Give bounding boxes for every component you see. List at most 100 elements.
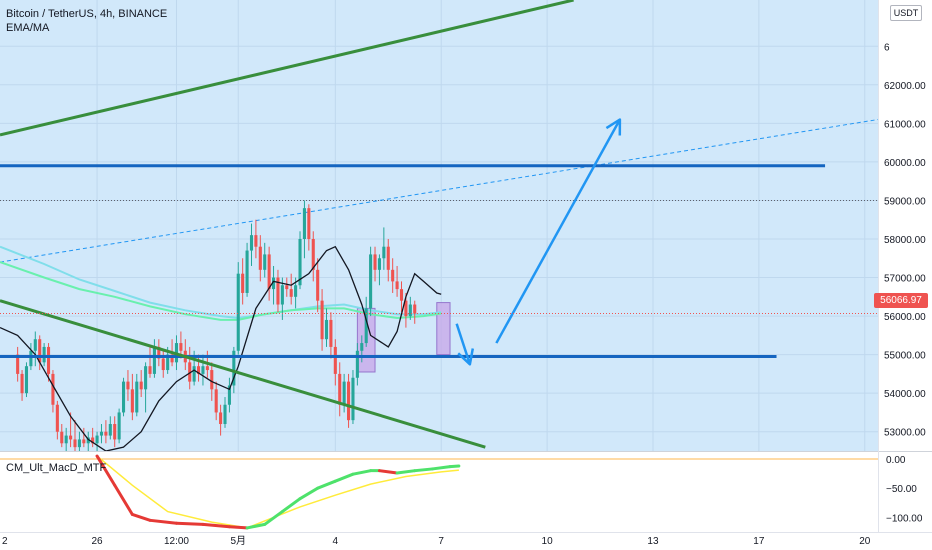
candle-body	[307, 208, 311, 239]
candle[interactable]	[77, 431, 81, 451]
candle[interactable]	[201, 354, 205, 386]
candle[interactable]	[130, 373, 134, 421]
candle-body	[408, 304, 412, 317]
candle[interactable]	[285, 277, 289, 297]
candle[interactable]	[289, 273, 293, 305]
candle[interactable]	[24, 362, 29, 398]
time-tick-label: 2	[2, 536, 8, 547]
candle[interactable]	[399, 281, 404, 313]
candle-body	[201, 366, 205, 374]
candle[interactable]	[135, 373, 139, 417]
ema-ma-legend[interactable]: EMA/MA	[6, 22, 50, 34]
time-tick-label: 26	[92, 536, 104, 547]
highlight-box[interactable]	[436, 302, 451, 356]
candle[interactable]	[280, 277, 284, 320]
candle-body	[86, 437, 90, 444]
candle[interactable]	[307, 204, 311, 251]
candle[interactable]	[214, 381, 218, 421]
candle[interactable]	[276, 269, 280, 313]
candle[interactable]	[55, 400, 59, 440]
candle[interactable]	[263, 242, 267, 278]
trend-line[interactable]	[0, 0, 574, 137]
candle[interactable]	[152, 339, 156, 378]
candle[interactable]	[311, 231, 315, 282]
candle[interactable]	[139, 370, 143, 398]
candle-body	[73, 439, 77, 448]
candle[interactable]	[302, 200, 306, 259]
candle[interactable]	[148, 346, 152, 378]
candle[interactable]	[121, 377, 126, 417]
candle-body	[377, 258, 381, 270]
quote-currency-badge[interactable]: USDT	[890, 5, 922, 21]
candle-body	[258, 246, 262, 270]
candle[interactable]	[258, 235, 262, 282]
candle[interactable]	[99, 424, 104, 444]
candle[interactable]	[157, 339, 161, 367]
candle[interactable]	[33, 331, 37, 367]
candle-body	[95, 435, 99, 444]
candle-body	[391, 269, 395, 282]
candle[interactable]	[126, 370, 130, 401]
candle[interactable]	[60, 424, 64, 448]
candle[interactable]	[395, 265, 399, 297]
candle[interactable]	[51, 370, 55, 413]
trend-line[interactable]	[0, 299, 486, 449]
candle[interactable]	[236, 262, 240, 355]
candle[interactable]	[42, 343, 46, 367]
candle[interactable]	[241, 258, 245, 305]
candle[interactable]	[369, 246, 373, 317]
candle[interactable]	[144, 362, 148, 413]
candle[interactable]	[329, 312, 333, 359]
candle[interactable]	[373, 246, 377, 282]
candle[interactable]	[254, 219, 258, 259]
candle[interactable]	[386, 238, 390, 282]
symbol-legend[interactable]: Bitcoin / TetherUS, 4h, BINANCE	[6, 8, 168, 20]
projection-arrow[interactable]	[495, 118, 622, 344]
candle[interactable]	[320, 289, 324, 351]
candle[interactable]	[82, 427, 86, 448]
candle[interactable]	[249, 223, 254, 266]
candle-body	[91, 437, 95, 444]
candle[interactable]	[338, 362, 342, 417]
candle[interactable]	[347, 373, 351, 428]
candle-body	[351, 377, 355, 421]
candle[interactable]	[324, 308, 329, 347]
candle[interactable]	[316, 258, 320, 313]
candle[interactable]	[245, 242, 249, 297]
dashed-channel-line[interactable]	[0, 119, 879, 263]
candle[interactable]	[20, 370, 24, 401]
candle[interactable]	[333, 339, 337, 386]
arrow-shaft	[455, 323, 472, 365]
candle[interactable]	[382, 227, 386, 270]
candle[interactable]	[108, 416, 112, 440]
candle[interactable]	[38, 335, 42, 371]
projection-arrow[interactable]	[455, 323, 475, 366]
candle[interactable]	[16, 346, 20, 382]
candle[interactable]	[113, 416, 117, 448]
candle[interactable]	[272, 265, 276, 305]
candle[interactable]	[267, 246, 271, 301]
candle[interactable]	[351, 370, 355, 425]
candle[interactable]	[188, 346, 192, 390]
candle[interactable]	[95, 431, 99, 451]
candle[interactable]	[227, 377, 231, 413]
candle[interactable]	[64, 427, 68, 451]
candle[interactable]	[46, 343, 51, 382]
candle[interactable]	[355, 343, 359, 386]
candle-body	[33, 339, 37, 351]
candle[interactable]	[408, 296, 412, 320]
candle[interactable]	[86, 431, 90, 451]
candle[interactable]	[91, 427, 95, 448]
candle[interactable]	[223, 397, 227, 428]
candle[interactable]	[413, 300, 417, 324]
candle[interactable]	[104, 420, 108, 444]
candle[interactable]	[69, 412, 73, 448]
candle[interactable]	[117, 408, 121, 444]
candle[interactable]	[73, 420, 77, 451]
candle-body	[130, 389, 134, 413]
candle[interactable]	[219, 404, 223, 436]
candle[interactable]	[377, 254, 381, 286]
candle[interactable]	[391, 258, 395, 293]
macd-legend[interactable]: CM_Ult_MacD_MTF	[6, 462, 107, 474]
